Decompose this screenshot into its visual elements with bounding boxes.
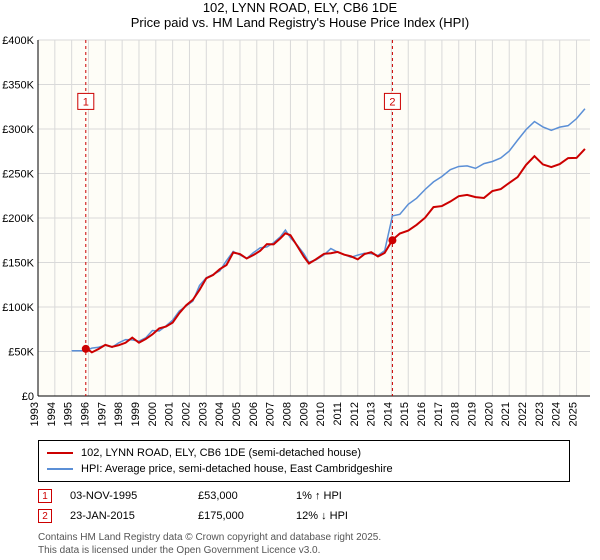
- chart-subtitle: Price paid vs. HM Land Registry's House …: [0, 15, 600, 30]
- svg-text:2024: 2024: [551, 402, 563, 426]
- chart-title: 102, LYNN ROAD, ELY, CB6 1DE: [0, 0, 600, 15]
- event-delta-1: 1% ↑ HPI: [296, 490, 342, 502]
- legend-row-price-paid: 102, LYNN ROAD, ELY, CB6 1DE (semi-detac…: [47, 445, 561, 461]
- svg-text:2: 2: [389, 96, 395, 108]
- svg-text:2009: 2009: [298, 402, 310, 426]
- svg-text:2018: 2018: [450, 402, 462, 426]
- svg-text:2007: 2007: [265, 402, 277, 426]
- footer: Contains HM Land Registry data © Crown c…: [38, 532, 570, 557]
- svg-text:2008: 2008: [281, 402, 293, 426]
- svg-text:2003: 2003: [197, 402, 209, 426]
- svg-text:£0: £0: [22, 391, 34, 403]
- svg-text:2012: 2012: [349, 402, 361, 426]
- legend-label-price-paid: 102, LYNN ROAD, ELY, CB6 1DE (semi-detac…: [81, 447, 361, 459]
- event-price-2: £175,000: [198, 510, 278, 522]
- svg-text:2015: 2015: [399, 402, 411, 426]
- footer-line-1: Contains HM Land Registry data © Crown c…: [38, 532, 570, 545]
- event-date-1: 03-NOV-1995: [70, 490, 180, 502]
- svg-text:2016: 2016: [416, 402, 428, 426]
- svg-text:2005: 2005: [231, 402, 243, 426]
- legend-label-hpi: HPI: Average price, semi-detached house,…: [81, 463, 393, 475]
- event-row-1: 1 03-NOV-1995 £53,000 1% ↑ HPI: [38, 486, 570, 506]
- svg-text:2025: 2025: [568, 402, 580, 426]
- svg-text:2017: 2017: [433, 402, 445, 426]
- svg-text:£300K: £300K: [2, 124, 34, 136]
- event-row-2: 2 23-JAN-2015 £175,000 12% ↓ HPI: [38, 506, 570, 526]
- svg-text:2004: 2004: [214, 402, 226, 426]
- legend: 102, LYNN ROAD, ELY, CB6 1DE (semi-detac…: [38, 440, 570, 482]
- svg-text:2006: 2006: [248, 402, 260, 426]
- svg-text:2020: 2020: [483, 402, 495, 426]
- svg-text:1995: 1995: [63, 402, 75, 426]
- svg-text:£150K: £150K: [2, 258, 34, 270]
- svg-text:£250K: £250K: [2, 169, 34, 181]
- legend-swatch-price-paid: [47, 452, 73, 454]
- svg-text:1993: 1993: [29, 402, 41, 426]
- svg-text:1996: 1996: [79, 402, 91, 426]
- event-marker-2: 2: [38, 509, 52, 523]
- svg-text:2014: 2014: [382, 402, 394, 426]
- svg-text:1999: 1999: [130, 402, 142, 426]
- svg-text:1997: 1997: [96, 402, 108, 426]
- svg-text:2011: 2011: [332, 402, 344, 426]
- svg-text:£200K: £200K: [2, 213, 34, 225]
- svg-text:2002: 2002: [180, 402, 192, 426]
- svg-text:1994: 1994: [46, 402, 58, 426]
- svg-text:2021: 2021: [500, 402, 512, 426]
- svg-text:1: 1: [83, 96, 89, 108]
- svg-text:2013: 2013: [366, 402, 378, 426]
- svg-text:2019: 2019: [467, 402, 479, 426]
- event-date-2: 23-JAN-2015: [70, 510, 180, 522]
- sale-events: 1 03-NOV-1995 £53,000 1% ↑ HPI 2 23-JAN-…: [38, 486, 570, 526]
- legend-row-hpi: HPI: Average price, semi-detached house,…: [47, 461, 561, 477]
- svg-text:1998: 1998: [113, 402, 125, 426]
- event-price-1: £53,000: [198, 490, 278, 502]
- svg-text:2022: 2022: [517, 402, 529, 426]
- legend-swatch-hpi: [47, 468, 73, 470]
- event-marker-1: 1: [38, 489, 52, 503]
- svg-text:2023: 2023: [534, 402, 546, 426]
- svg-text:£400K: £400K: [2, 36, 34, 47]
- svg-text:£50K: £50K: [8, 347, 34, 359]
- svg-text:2001: 2001: [164, 402, 176, 426]
- event-delta-2: 12% ↓ HPI: [296, 510, 348, 522]
- price-chart: £0 £50K £100K £150K £200K £250K £300K £350K £400…: [0, 36, 600, 434]
- svg-text:£350K: £350K: [2, 80, 34, 92]
- footer-line-2: This data is licensed under the Open Gov…: [38, 545, 570, 558]
- svg-text:£100K: £100K: [2, 302, 34, 314]
- svg-text:2010: 2010: [315, 402, 327, 426]
- svg-text:2000: 2000: [147, 402, 159, 426]
